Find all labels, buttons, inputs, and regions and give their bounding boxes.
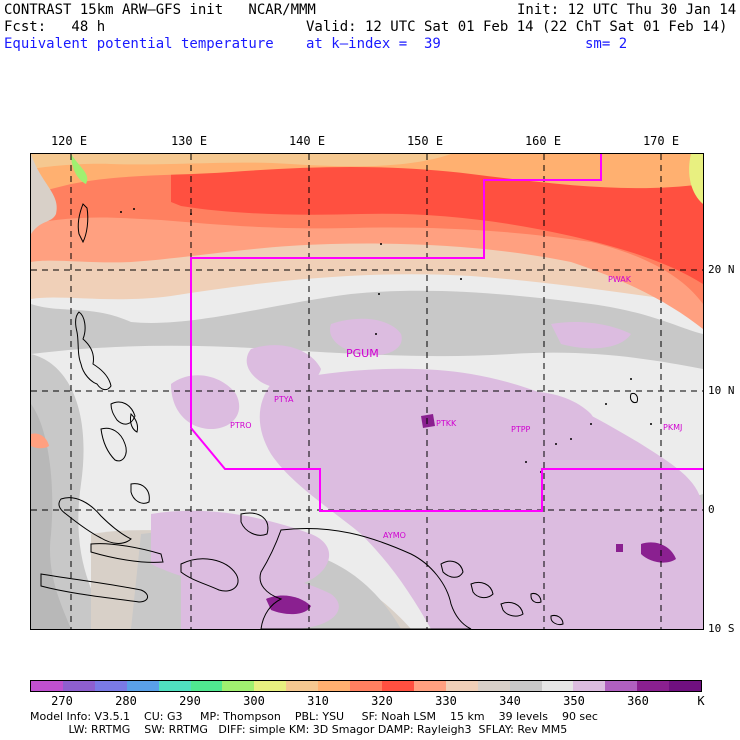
color-legend-bar <box>30 680 702 692</box>
legend-swatch <box>318 681 351 691</box>
lon-label-140e: 140 E <box>288 134 326 148</box>
legend-swatch <box>509 681 542 691</box>
legend-swatch <box>62 681 95 691</box>
lon-label-150e: 150 E <box>406 134 444 148</box>
legend-tick-label: 320 <box>371 694 393 708</box>
legend-swatch <box>445 681 478 691</box>
model-title: CONTRAST 15km ARW—GFS init NCAR/MMM <box>4 2 316 18</box>
station-ptya: PTYA <box>274 395 294 404</box>
legend-swatch <box>605 681 638 691</box>
legend-tick-label: 330 <box>435 694 457 708</box>
smoothing-info: sm= 2 <box>585 36 628 52</box>
station-pkmj: PKMJ <box>663 423 682 432</box>
station-ptro: PTRO <box>230 421 252 430</box>
legend-swatch <box>126 681 159 691</box>
legend-tick-label: 270 <box>51 694 73 708</box>
field-name: Equivalent potential temperature <box>4 36 274 52</box>
station-ptkk: PTKK <box>436 419 457 428</box>
valid-time: Valid: 12 UTC Sat 01 Feb 14 (22 ChT Sat … <box>306 19 728 35</box>
station-pwak: PWAK <box>608 275 632 284</box>
legend-swatch <box>669 681 702 691</box>
legend-swatch <box>381 681 414 691</box>
map-panel: PWAK PGUM PTYA PTRO PTKK PTPP PKMJ AYMO <box>30 153 704 630</box>
legend-swatch <box>413 681 446 691</box>
model-info: Model Info: V3.5.1 CU: G3 MP: Thompson P… <box>30 710 598 723</box>
legend-swatch <box>222 681 255 691</box>
theta-e-map: PWAK PGUM PTYA PTRO PTKK PTPP PKMJ AYMO <box>31 154 703 629</box>
legend-tick-label: 300 <box>243 694 265 708</box>
legend-tick-label: 290 <box>179 694 201 708</box>
station-aymo: AYMO <box>383 531 406 540</box>
color-legend-unit: K <box>697 694 705 708</box>
legend-swatch <box>254 681 287 691</box>
station-pgum: PGUM <box>346 347 379 360</box>
lon-label-130e: 130 E <box>170 134 208 148</box>
legend-swatch <box>477 681 510 691</box>
legend-swatch <box>350 681 382 691</box>
legend-swatch <box>190 681 223 691</box>
legend-swatch <box>573 681 606 691</box>
legend-swatch <box>31 681 63 691</box>
lat-label-0: 0 <box>708 503 715 516</box>
legend-swatch <box>94 681 127 691</box>
legend-tick-label: 340 <box>499 694 521 708</box>
legend-swatch <box>637 681 670 691</box>
legend-tick-label: 360 <box>627 694 649 708</box>
lon-label-160e: 160 E <box>524 134 562 148</box>
forecast-hour: Fcst: 48 h <box>4 19 106 35</box>
lat-label-10s: 10 S <box>708 622 735 635</box>
legend-tick-label: 350 <box>563 694 585 708</box>
legend-swatch <box>541 681 574 691</box>
lat-label-10n: 10 N <box>708 384 735 397</box>
legend-swatch <box>158 681 191 691</box>
model-physics: LW: RRTMG SW: RRTMG DIFF: simple KM: 3D … <box>30 723 568 736</box>
level-info: at k—index = 39 <box>306 36 441 52</box>
station-ptpp: PTPP <box>511 425 531 434</box>
lat-label-20n: 20 N <box>708 263 735 276</box>
lon-label-170e: 170 E <box>642 134 680 148</box>
legend-tick-label: 310 <box>307 694 329 708</box>
legend-swatch <box>286 681 319 691</box>
lon-label-120e: 120 E <box>50 134 88 148</box>
legend-tick-label: 280 <box>115 694 137 708</box>
init-time: Init: 12 UTC Thu 30 Jan 14 <box>517 2 737 18</box>
